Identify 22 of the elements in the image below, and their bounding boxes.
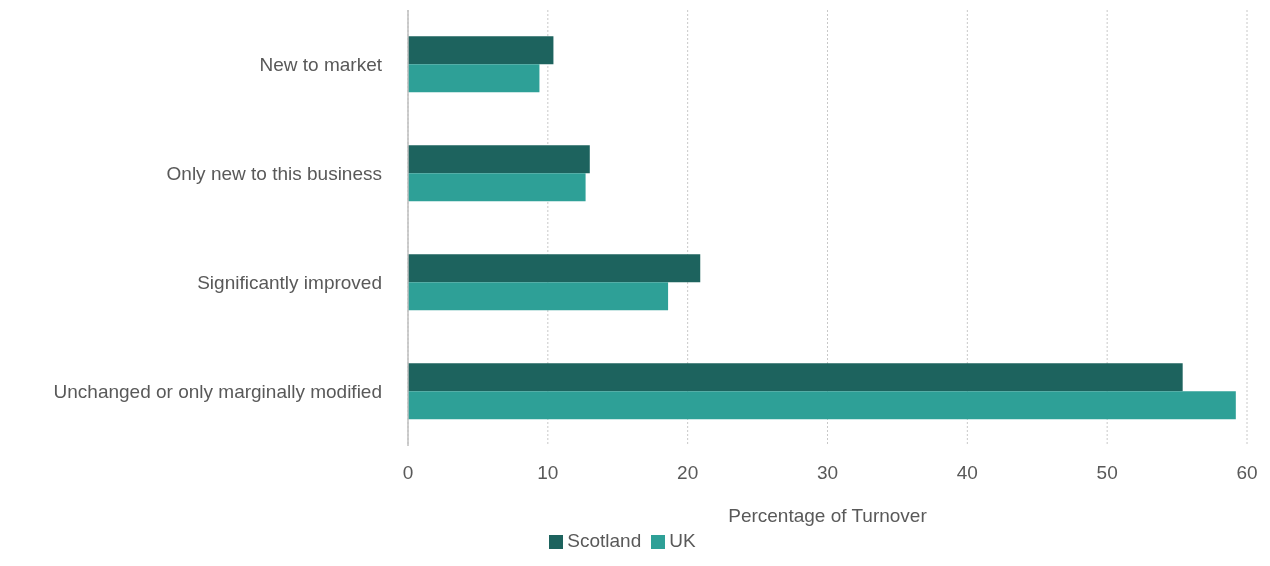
x-axis-title: Percentage of Turnover [728, 505, 928, 526]
bar [408, 145, 590, 174]
y-tick-label: Unchanged or only marginally modified [53, 381, 382, 403]
bar [408, 363, 1183, 392]
bar [408, 64, 540, 93]
x-tick-label: 0 [402, 462, 414, 484]
bar [408, 391, 1236, 420]
legend-label: UK [669, 530, 696, 551]
y-tick-label: Only new to this business [166, 163, 382, 185]
x-tick-label: 40 [956, 462, 978, 484]
x-tick-label: 10 [537, 462, 559, 484]
bar [408, 254, 701, 283]
x-tick-label: 50 [1096, 462, 1118, 484]
bar [408, 282, 669, 311]
bar [408, 36, 554, 65]
x-tick-label: 20 [677, 462, 699, 484]
legend-label: Scotland [567, 530, 642, 551]
bar [408, 173, 586, 202]
x-tick-label: 60 [1236, 462, 1258, 484]
y-tick-label: New to market [259, 54, 383, 76]
y-tick-label: Significantly improved [197, 272, 382, 294]
x-tick-label: 30 [816, 462, 839, 484]
